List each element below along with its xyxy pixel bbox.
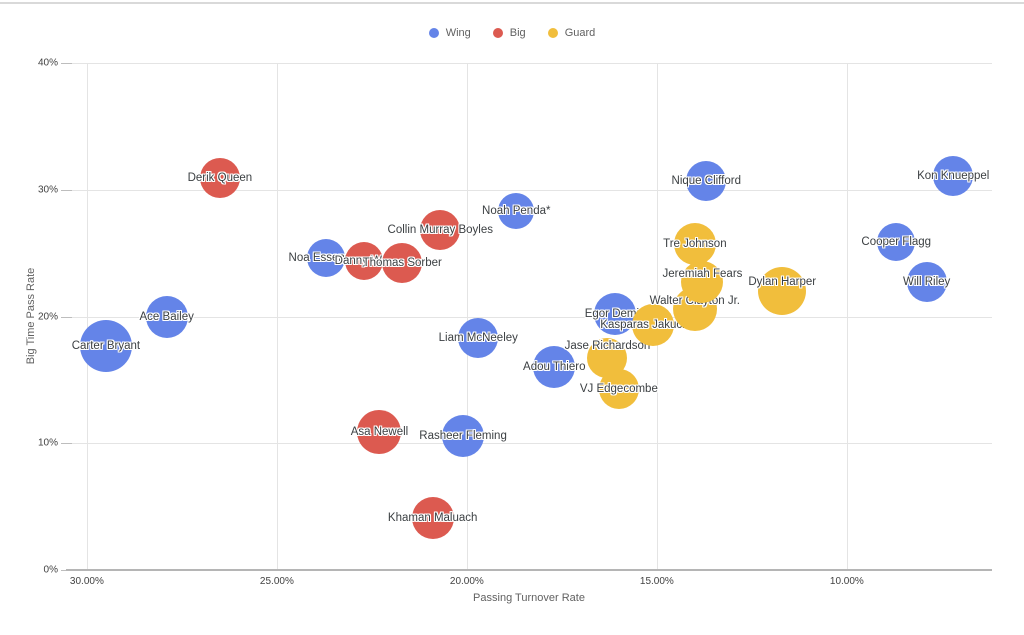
legend-label-guard: Guard (564, 27, 596, 39)
bubble-egor-demin[interactable] (594, 292, 637, 335)
point-label-rasheer-fleming: Rasheer Fleming (419, 429, 507, 442)
point-label-asa-newell: Asa Newell (350, 425, 409, 438)
x-tick-label-10: 10.00% (829, 576, 864, 587)
point-label-dylan-harper: Dylan Harper (748, 276, 817, 289)
point-label-kon-knueppel: Kon Knueppel (917, 169, 990, 182)
point-label-tre-johnson: Tre Johnson (663, 238, 727, 251)
point-label-nique-clifford: Nique Clifford (671, 174, 741, 187)
y-tick-label-10: 10% (37, 437, 58, 449)
point-label-khaman-maluach: Khaman Maluach (387, 512, 478, 525)
legend-label-wing: Wing (445, 27, 471, 39)
x-tick-label-25: 25.00% (259, 576, 294, 587)
bubble-kasparas-jakucionis[interactable] (632, 304, 675, 347)
y-tick-mark-40 (61, 63, 72, 64)
point-label-ace-bailey: Ace Bailey (139, 310, 194, 323)
bubble-rasheer-fleming[interactable] (442, 414, 485, 457)
point-label-jase-richardson: Jase Richardson (564, 340, 651, 353)
point-label-collin-murray-boyles: Collin Murray Boyles (387, 224, 493, 237)
point-label-egor-demin: Egor Demin (584, 307, 646, 320)
legend-item-guard: Guard (547, 27, 596, 39)
wing-color-dot-icon (428, 28, 439, 38)
point-label-carter-bryant: Carter Bryant (71, 339, 141, 352)
y-gridline-40 (72, 63, 992, 64)
x-axis-title: Passing Turnover Rate (473, 592, 585, 604)
chart-legend: Wing Big Guard (0, 27, 1024, 39)
y-tick-label-30: 30% (37, 184, 58, 196)
y-gridline-20 (72, 316, 992, 318)
bubble-collin-murray-boyles[interactable] (420, 210, 461, 251)
bubble-adou-thiero[interactable] (533, 346, 576, 389)
point-label-jeremiah-fears: Jeremiah Fears (662, 268, 743, 281)
y-tick-mark-10 (61, 443, 72, 445)
y-tick-label-40: 40% (37, 57, 58, 69)
x-axis-baseline (66, 569, 992, 571)
bubble-asa-newell[interactable] (357, 409, 402, 454)
point-label-vj-edgecombe: VJ Edgecombe (579, 382, 658, 395)
y-gridline-30 (72, 189, 992, 191)
point-label-derik-queen: Derik Queen (187, 172, 253, 185)
bubble-dylan-harper[interactable] (758, 267, 807, 316)
bubble-liam-mcneeley[interactable] (458, 318, 499, 359)
bubble-kon-knueppel[interactable] (933, 155, 974, 196)
bubble-danny-wolf[interactable] (345, 241, 384, 280)
y-tick-mark-20 (61, 316, 72, 318)
legend-label-big: Big (509, 27, 526, 39)
big-color-dot-icon (492, 28, 503, 38)
bubble-carter-bryant[interactable] (79, 319, 132, 372)
point-label-cooper-flagg: Cooper Flagg (861, 235, 932, 248)
x-tick-label-30: 30.00% (69, 576, 104, 587)
x-tick-label-20: 20.00% (449, 576, 484, 587)
y-tick-label-0: 0% (43, 564, 58, 576)
y-gridline-10 (72, 443, 992, 445)
y-tick-mark-30 (61, 189, 72, 191)
x-tick-label-15: 15.00% (639, 576, 674, 587)
bubble-cooper-flagg[interactable] (877, 222, 916, 261)
bubble-derik-queen[interactable] (199, 158, 240, 199)
legend-item-wing: Wing (428, 27, 471, 39)
y-tick-label-20: 20% (37, 311, 58, 322)
bubble-noa-essengue[interactable] (307, 239, 346, 278)
y-axis-title: Big Time Pass Rate (25, 267, 37, 365)
point-label-adou-thiero: Adou Thiero (523, 361, 586, 374)
bubble-vj-edgecombe[interactable] (598, 368, 639, 409)
point-label-noa-essengue: Noa Essengue (288, 252, 365, 265)
bubble-tre-johnson[interactable] (673, 223, 716, 266)
bubble-will-riley[interactable] (906, 262, 947, 303)
bubble-nique-clifford[interactable] (686, 160, 727, 201)
legend-item-big: Big (492, 27, 526, 39)
point-label-danny-wolf: Danny Wolf (334, 254, 394, 267)
bubble-noah-penda[interactable] (498, 193, 535, 230)
bubble-khaman-maluach[interactable] (411, 497, 454, 540)
point-label-will-riley: Will Riley (903, 276, 951, 289)
bubble-ace-bailey[interactable] (145, 295, 188, 338)
window-top-border (0, 2, 1024, 4)
point-label-liam-mcneeley: Liam McNeeley (438, 332, 518, 345)
point-label-thomas-sorber: Thomas Sorber (362, 257, 442, 270)
guard-color-dot-icon (547, 28, 558, 38)
point-label-noah-penda: Noah Penda* (482, 205, 551, 218)
bubble-jeremiah-fears[interactable] (681, 261, 724, 304)
bubble-thomas-sorber[interactable] (382, 243, 423, 284)
